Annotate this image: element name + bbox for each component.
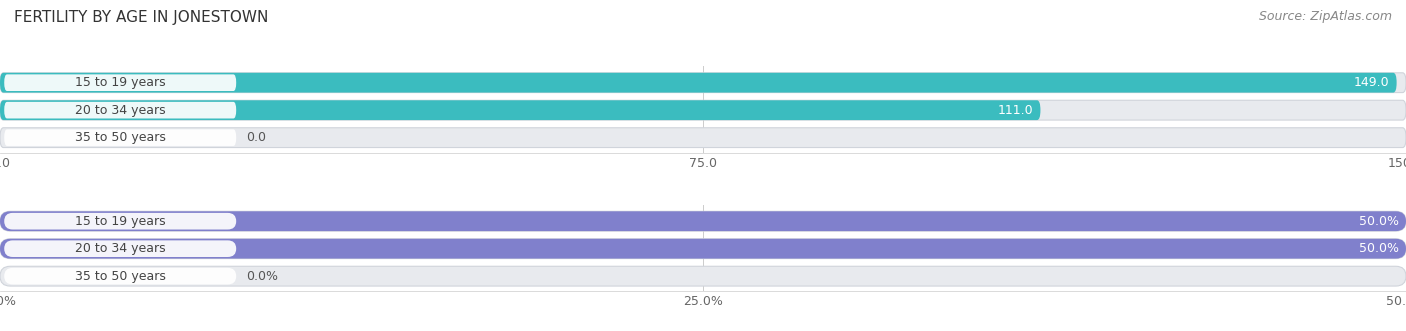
FancyBboxPatch shape xyxy=(0,211,1406,231)
FancyBboxPatch shape xyxy=(0,73,1406,93)
Text: 15 to 19 years: 15 to 19 years xyxy=(75,76,166,89)
Text: 20 to 34 years: 20 to 34 years xyxy=(75,104,166,117)
FancyBboxPatch shape xyxy=(0,266,1406,286)
Text: 111.0: 111.0 xyxy=(998,104,1033,117)
Text: 50.0%: 50.0% xyxy=(1360,215,1399,228)
FancyBboxPatch shape xyxy=(0,128,1406,148)
FancyBboxPatch shape xyxy=(0,239,1406,259)
Text: 0.0%: 0.0% xyxy=(246,270,278,283)
Text: 20 to 34 years: 20 to 34 years xyxy=(75,242,166,255)
Text: FERTILITY BY AGE IN JONESTOWN: FERTILITY BY AGE IN JONESTOWN xyxy=(14,10,269,25)
Text: 149.0: 149.0 xyxy=(1354,76,1389,89)
FancyBboxPatch shape xyxy=(4,74,236,91)
FancyBboxPatch shape xyxy=(0,100,1406,120)
FancyBboxPatch shape xyxy=(0,100,1040,120)
Text: 35 to 50 years: 35 to 50 years xyxy=(75,270,166,283)
FancyBboxPatch shape xyxy=(0,239,1406,259)
Text: 15 to 19 years: 15 to 19 years xyxy=(75,215,166,228)
Text: Source: ZipAtlas.com: Source: ZipAtlas.com xyxy=(1258,10,1392,23)
FancyBboxPatch shape xyxy=(4,213,236,229)
Text: 0.0: 0.0 xyxy=(246,131,266,144)
FancyBboxPatch shape xyxy=(4,102,236,118)
FancyBboxPatch shape xyxy=(0,73,1396,93)
FancyBboxPatch shape xyxy=(4,240,236,257)
FancyBboxPatch shape xyxy=(4,129,236,146)
Text: 50.0%: 50.0% xyxy=(1360,242,1399,255)
FancyBboxPatch shape xyxy=(0,211,1406,231)
FancyBboxPatch shape xyxy=(4,268,236,284)
Text: 35 to 50 years: 35 to 50 years xyxy=(75,131,166,144)
